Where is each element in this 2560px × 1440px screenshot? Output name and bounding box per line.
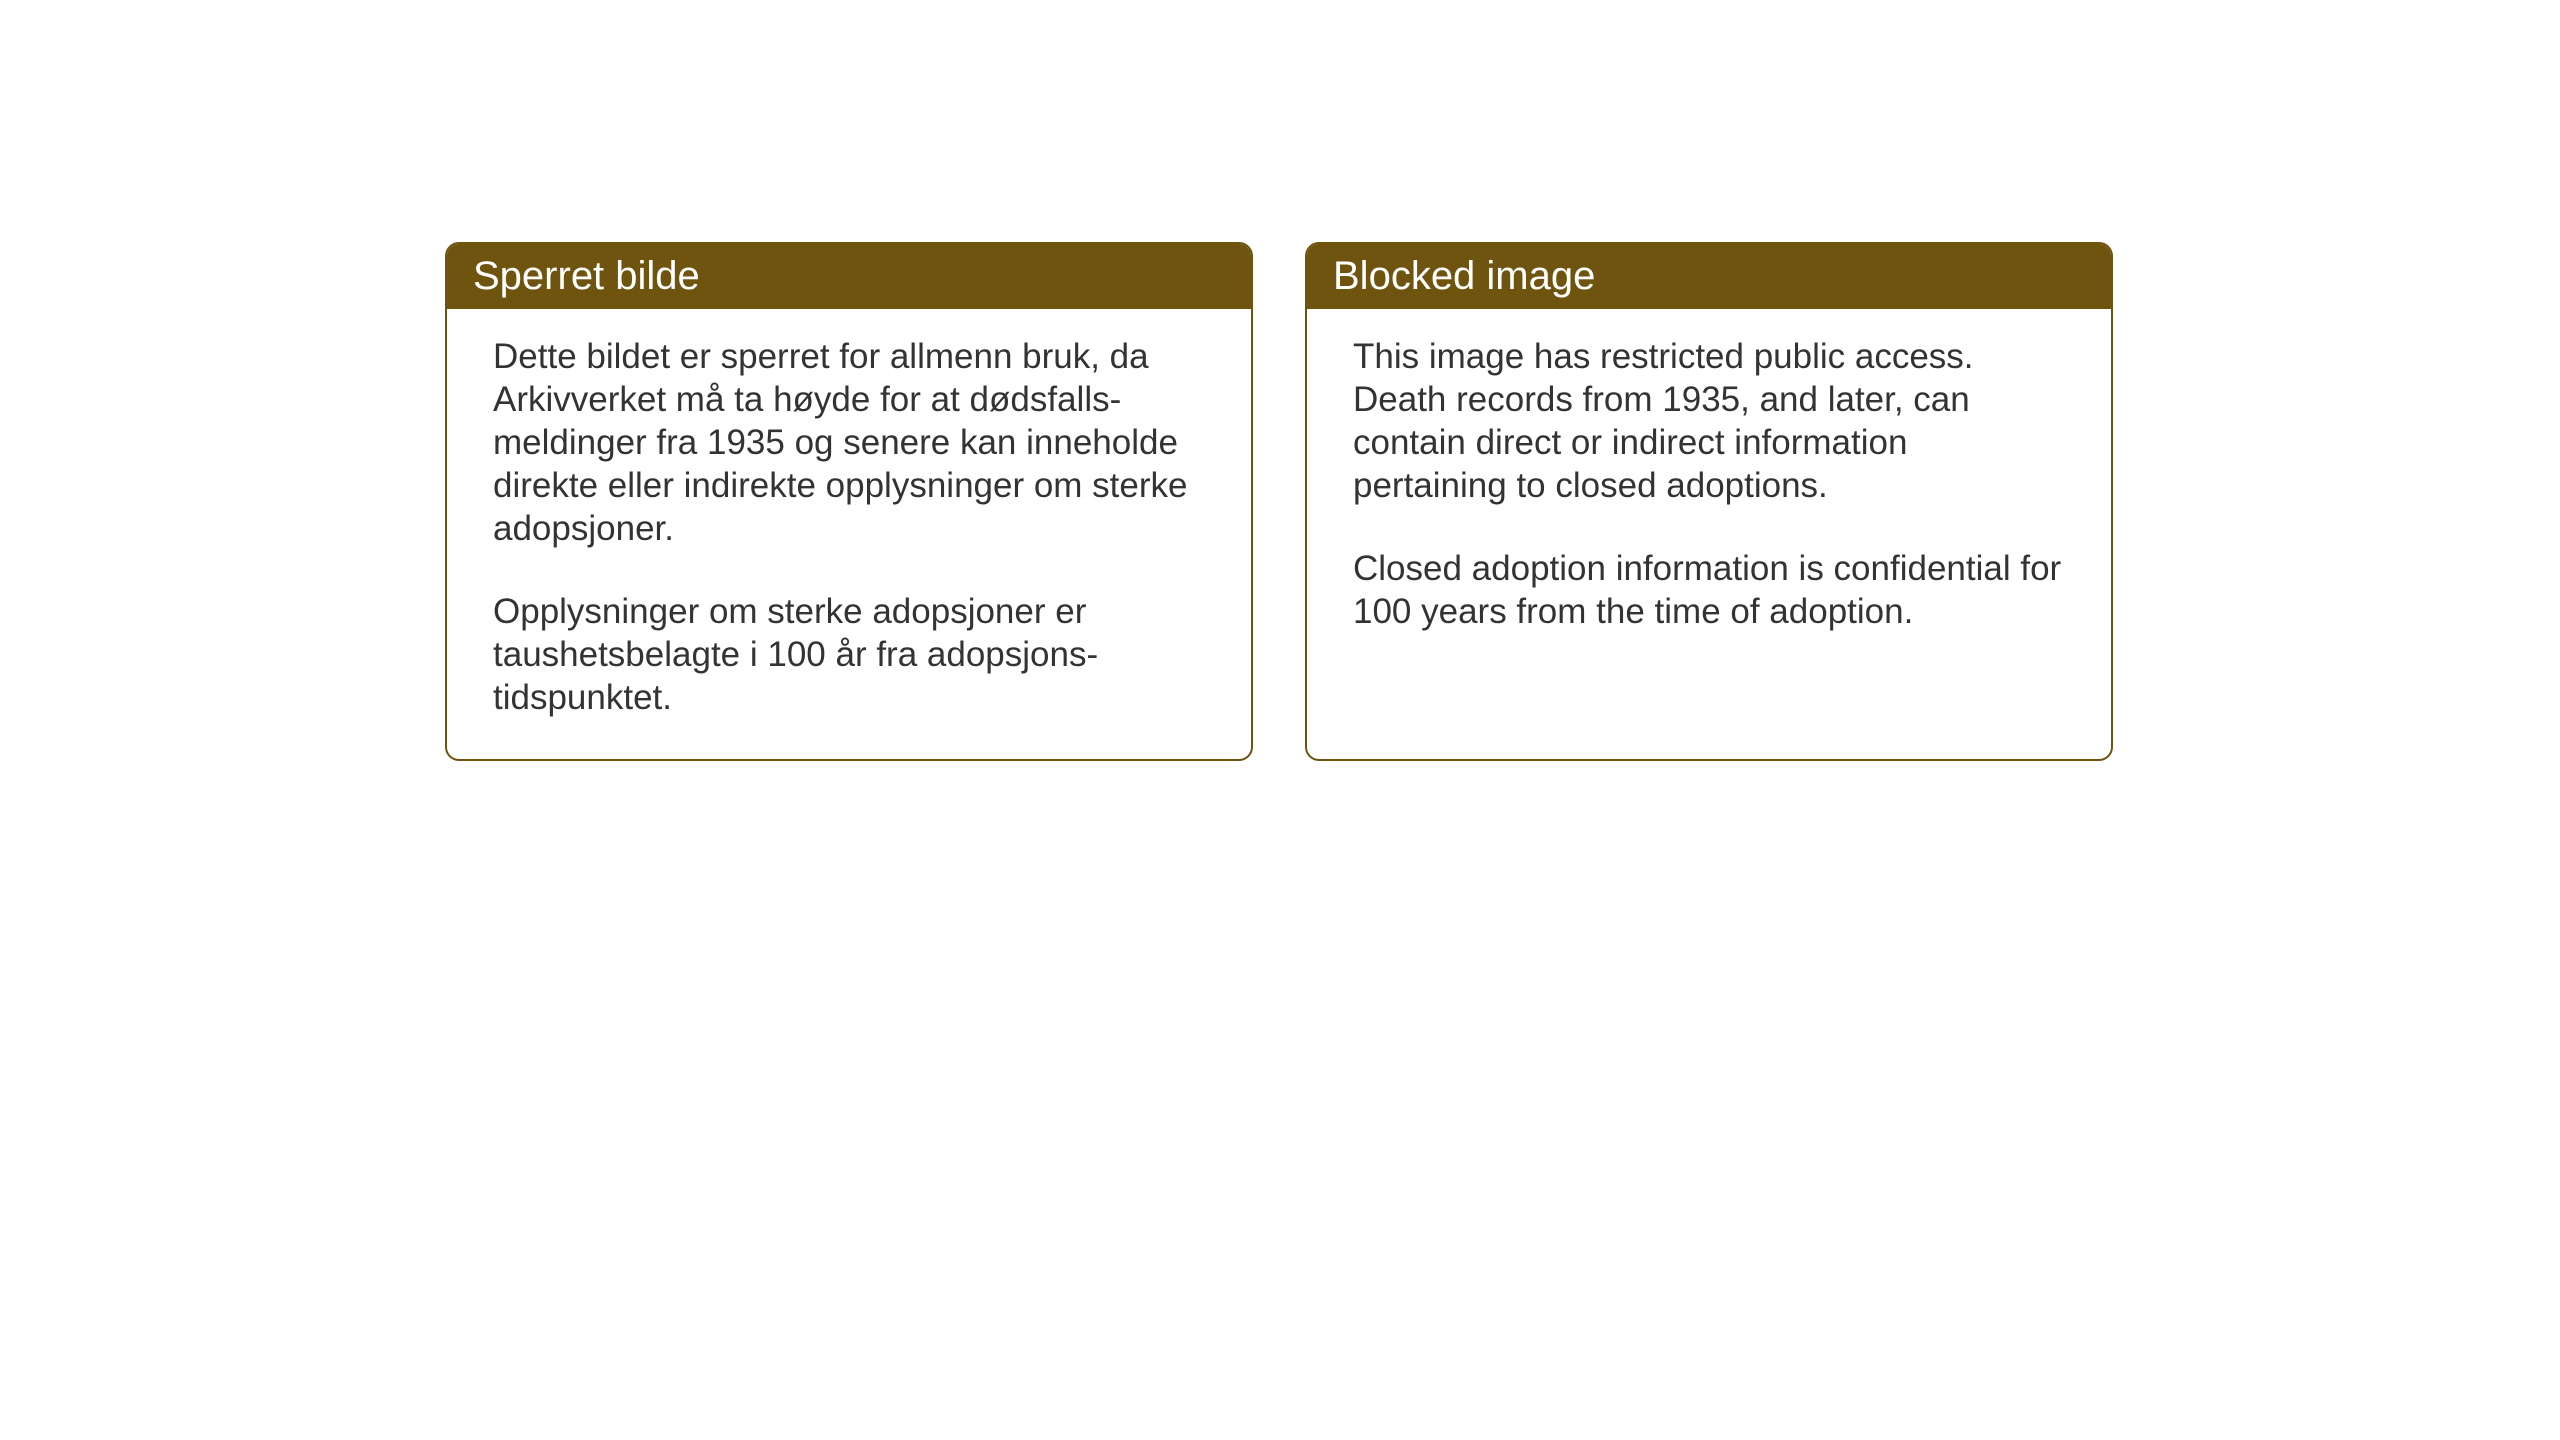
norwegian-card-header: Sperret bilde	[447, 244, 1251, 309]
english-paragraph-1: This image has restricted public access.…	[1353, 335, 2065, 507]
cards-container: Sperret bilde Dette bildet er sperret fo…	[445, 242, 2113, 761]
english-card-header: Blocked image	[1307, 244, 2111, 309]
english-card: Blocked image This image has restricted …	[1305, 242, 2113, 761]
norwegian-card-title: Sperret bilde	[473, 254, 700, 298]
english-paragraph-2: Closed adoption information is confident…	[1353, 547, 2065, 633]
norwegian-card-body: Dette bildet er sperret for allmenn bruk…	[447, 309, 1251, 759]
norwegian-paragraph-2: Opplysninger om sterke adopsjoner er tau…	[493, 590, 1205, 719]
norwegian-paragraph-1: Dette bildet er sperret for allmenn bruk…	[493, 335, 1205, 550]
english-card-body: This image has restricted public access.…	[1307, 309, 2111, 673]
norwegian-card: Sperret bilde Dette bildet er sperret fo…	[445, 242, 1253, 761]
english-card-title: Blocked image	[1333, 254, 1595, 298]
